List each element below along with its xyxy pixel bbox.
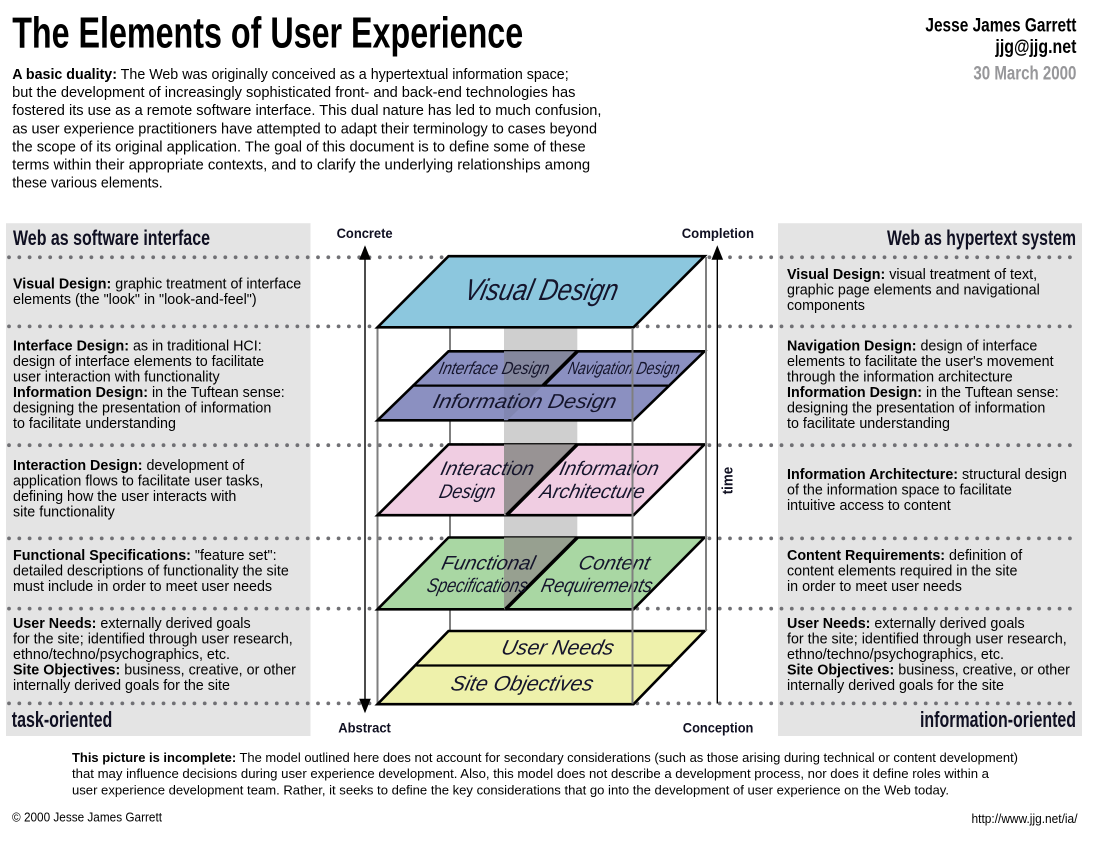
- svg-text:Functional Specifications: "fe: Functional Specifications: "feature set"…: [13, 548, 277, 564]
- svg-text:user experience development te: user experience development team. Rather…: [72, 783, 949, 797]
- svg-text:Information Design: in the Tuf: Information Design: in the Tuftean sense…: [13, 385, 285, 401]
- svg-text:Navigation Design: Navigation Design: [566, 358, 682, 378]
- svg-text:jjg@jjg.net: jjg@jjg.net: [995, 37, 1077, 58]
- svg-text:Concrete: Concrete: [337, 226, 393, 242]
- svg-text:Architecture: Architecture: [537, 481, 647, 503]
- svg-text:Interface Design: Interface Design: [437, 358, 552, 378]
- svg-text:Specifications: Specifications: [425, 575, 530, 597]
- svg-text:Requirements: Requirements: [539, 575, 655, 597]
- svg-text:ethno/techno/psychographics, e: ethno/techno/psychographics, etc.: [787, 647, 1004, 663]
- svg-text:defining how the user interact: defining how the user interacts with: [13, 489, 236, 505]
- svg-text:to facilitate understanding: to facilitate understanding: [13, 416, 176, 432]
- svg-text:Visual Design: graphic treatme: Visual Design: graphic treatment of inte…: [13, 277, 301, 293]
- svg-text:Visual Design: visual treatmen: Visual Design: visual treatment of text,: [787, 267, 1037, 283]
- svg-text:elements (the "look" in "look-: elements (the "look" in "look-and-feel"): [13, 292, 257, 308]
- svg-text:user interaction with function: user interaction with functionality: [13, 370, 220, 386]
- svg-text:The Elements of User Experienc: The Elements of User Experience: [12, 9, 523, 58]
- svg-text:designing the presentation of: designing the presentation of informatio…: [13, 401, 271, 417]
- svg-text:detailed descriptions of funct: detailed descriptions of functionality t…: [13, 564, 289, 580]
- svg-text:site functionality: site functionality: [13, 505, 116, 521]
- svg-text:fostered its use as a remote s: fostered its use as a remote software in…: [12, 103, 601, 119]
- svg-text:Completion: Completion: [682, 226, 754, 242]
- svg-text:Interaction: Interaction: [438, 458, 536, 480]
- svg-text:application flows to facilitat: application flows to facilitate user tas…: [13, 474, 263, 490]
- svg-text:User Needs: externally derived: User Needs: externally derived goals: [787, 616, 1025, 632]
- svg-text:Information Architecture: stru: Information Architecture: structural des…: [787, 467, 1067, 483]
- svg-text:internally derived goals for t: internally derived goals for the site: [787, 678, 1004, 694]
- svg-text:Content Requirements: definiti: Content Requirements: definition of: [787, 548, 1022, 564]
- svg-text:Site Objectives: business, cre: Site Objectives: business, creative, or …: [13, 663, 296, 679]
- svg-text:© 2000 Jesse James Garrett: © 2000 Jesse James Garrett: [12, 810, 162, 825]
- svg-text:to facilitate understanding: to facilitate understanding: [787, 416, 950, 432]
- svg-text:Site Objectives: Site Objectives: [449, 673, 597, 696]
- svg-text:Abstract: Abstract: [338, 720, 391, 736]
- svg-text:Web as hypertext system: Web as hypertext system: [887, 227, 1076, 250]
- svg-text:Site Objectives: business, cre: Site Objectives: business, creative, or …: [787, 663, 1070, 679]
- svg-text:30 March 2000: 30 March 2000: [973, 64, 1076, 85]
- svg-text:time: time: [720, 467, 737, 494]
- svg-text:http://www.jjg.net/ia/: http://www.jjg.net/ia/: [972, 811, 1078, 826]
- svg-text:information-oriented: information-oriented: [920, 707, 1076, 732]
- svg-text:but the development of increas: but the development of increasingly soph…: [12, 85, 575, 101]
- svg-text:Jesse James Garrett: Jesse James Garrett: [925, 16, 1076, 37]
- svg-text:that may influence decisions d: that may influence decisions during user…: [72, 767, 989, 781]
- svg-text:Interaction Design: developmen: Interaction Design: development of: [13, 458, 244, 474]
- svg-text:Conception: Conception: [683, 720, 754, 736]
- svg-text:components: components: [787, 298, 865, 314]
- svg-text:for the site; identified throu: for the site; identified through user re…: [787, 632, 1067, 648]
- svg-text:graphic page elements and navi: graphic page elements and navigational: [787, 283, 1040, 299]
- svg-text:Information Design: in the Tuf: Information Design: in the Tuftean sense…: [787, 385, 1059, 401]
- svg-text:Interface Design: as in tradit: Interface Design: as in traditional HCI:: [13, 339, 262, 355]
- svg-text:for the site; identified throu: for the site; identified through user re…: [13, 632, 293, 648]
- svg-text:task-oriented: task-oriented: [12, 707, 113, 732]
- svg-text:Design: Design: [437, 481, 498, 503]
- svg-text:User Needs: externally derived: User Needs: externally derived goals: [13, 616, 251, 632]
- svg-text:content elements required in t: content elements required in the site: [787, 564, 1018, 580]
- svg-text:A basic duality: The Web was o: A basic duality: The Web was originally …: [12, 67, 569, 83]
- svg-text:in order to meet user needs: in order to meet user needs: [787, 579, 962, 595]
- svg-text:Content: Content: [576, 553, 653, 575]
- svg-text:of the information space to fa: of the information space to facilitate: [787, 483, 1012, 499]
- svg-text:intuitive access to content: intuitive access to content: [787, 498, 951, 514]
- svg-text:This picture is incomplete: Th: This picture is incomplete: The model ou…: [72, 751, 1018, 765]
- svg-text:User Needs: User Needs: [499, 637, 617, 660]
- svg-text:Information Design: Information Design: [431, 391, 619, 413]
- svg-text:Functional: Functional: [439, 553, 538, 575]
- svg-text:Information: Information: [557, 458, 661, 480]
- svg-text:must include in order to meet: must include in order to meet user needs: [13, 579, 272, 595]
- svg-text:terms within their appropriate: terms within their appropriate contexts,…: [12, 158, 590, 174]
- svg-text:through the information archit: through the information architecture: [787, 370, 1013, 386]
- svg-text:ethno/techno/psychographics, e: ethno/techno/psychographics, etc.: [13, 647, 230, 663]
- svg-text:internally derived goals for t: internally derived goals for the site: [13, 678, 230, 694]
- svg-text:these various elements.: these various elements.: [12, 176, 163, 192]
- svg-text:designing the presentation of: designing the presentation of informatio…: [787, 401, 1045, 417]
- svg-text:Visual Design: Visual Design: [461, 273, 622, 307]
- svg-text:as user experience practitione: as user experience practitioners have at…: [12, 121, 597, 137]
- svg-text:elements to facilitate the use: elements to facilitate the user's moveme…: [787, 354, 1054, 370]
- svg-text:Navigation Design: design of i: Navigation Design: design of interface: [787, 339, 1037, 355]
- svg-text:design of interface elements t: design of interface elements to facilita…: [13, 354, 264, 370]
- svg-text:Web as software interface: Web as software interface: [13, 227, 210, 250]
- svg-text:the scope of its original appl: the scope of its original application. T…: [12, 139, 586, 155]
